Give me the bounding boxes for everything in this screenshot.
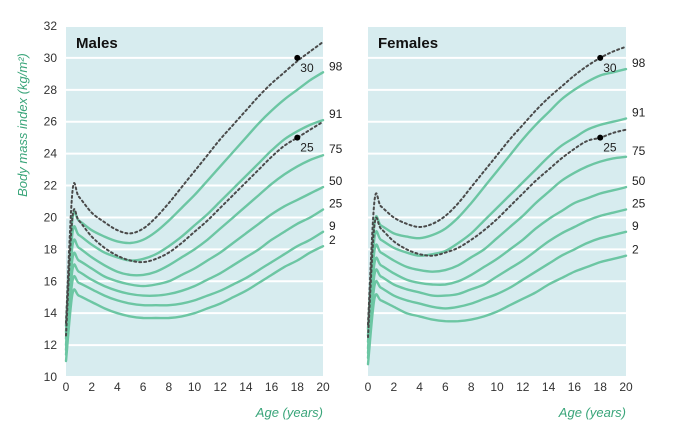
percentile-label-9: 9 [632, 219, 639, 233]
percentile-line-25 [366, 208, 628, 355]
percentile-line-9 [64, 230, 325, 356]
x-tick-label: 18 [594, 380, 608, 394]
percentile-label-25: 25 [329, 196, 343, 210]
x-tick-label: 16 [568, 380, 582, 394]
x-tick-label: 10 [188, 380, 202, 394]
y-tick-label: 20 [44, 210, 58, 224]
y-tick-label: 18 [44, 242, 58, 256]
y-axis-label: Body mass index (kg/m²) [15, 53, 30, 197]
x-tick-label: 0 [63, 380, 70, 394]
cutoff-line-25 [367, 128, 627, 339]
y-tick-label: 24 [44, 147, 58, 161]
plot-background [368, 26, 626, 377]
cutoff-label-25: 25 [603, 141, 617, 155]
cutoff-marker-25 [294, 134, 301, 141]
y-tick-label: 28 [44, 83, 58, 97]
x-tick-label: 8 [165, 380, 172, 394]
percentile-line-25 [64, 208, 325, 352]
percentile-label-50: 50 [632, 174, 646, 188]
panel-females: 0 2 4 6 8 10 12 14 16 18 20 30 25 98 91 75 50 25 9 2 Females… [365, 25, 646, 420]
x-tick-label: 16 [265, 380, 279, 394]
cutoff-line-30 [367, 45, 627, 326]
percentile-label-2: 2 [329, 233, 336, 247]
x-axis-label: Age (years) [255, 405, 323, 420]
x-tick-label: 12 [214, 380, 228, 394]
x-tick-label: 2 [390, 380, 397, 394]
percentile-label-9: 9 [329, 219, 336, 233]
x-tick-label: 4 [416, 380, 423, 394]
percentile-label-98: 98 [329, 59, 343, 73]
x-tick-label: 12 [516, 380, 530, 394]
y-tick-label: 26 [44, 115, 58, 129]
percentile-label-75: 75 [632, 144, 646, 158]
percentile-line-91 [64, 118, 325, 334]
percentile-line-91 [366, 117, 628, 337]
x-tick-label: 6 [442, 380, 449, 394]
x-tick-label: 18 [291, 380, 305, 394]
cutoff-line-25 [65, 120, 324, 337]
cutoff-label-30: 30 [603, 61, 617, 75]
x-tick-label: 20 [619, 380, 633, 394]
percentile-line-50 [366, 185, 628, 350]
x-tick-label: 14 [542, 380, 556, 394]
percentile-label-25: 25 [632, 196, 646, 210]
percentile-label-50: 50 [329, 174, 343, 188]
y-tick-label: 14 [44, 306, 58, 320]
percentile-line-9 [366, 230, 628, 360]
percentile-label-91: 91 [329, 107, 343, 121]
percentile-label-91: 91 [632, 106, 646, 120]
percentile-line-75 [64, 154, 325, 340]
y-tick-label: 22 [44, 179, 58, 193]
x-tick-label: 8 [468, 380, 475, 394]
percentile-label-2: 2 [632, 243, 639, 257]
cutoff-marker-25 [597, 134, 604, 141]
percentile-line-75 [366, 155, 628, 344]
percentile-line-2 [64, 245, 325, 363]
cutoff-line-30 [65, 41, 324, 324]
y-tick-label: 10 [44, 370, 58, 384]
percentile-line-2 [366, 254, 628, 366]
y-tick-label: 12 [44, 338, 58, 352]
panel-title: Females [378, 35, 438, 52]
x-tick-label: 14 [239, 380, 253, 394]
x-tick-label: 4 [114, 380, 121, 394]
x-tick-label: 20 [316, 380, 330, 394]
cutoff-label-25: 25 [300, 141, 314, 155]
cutoff-label-30: 30 [300, 61, 314, 75]
percentile-label-75: 75 [329, 142, 343, 156]
plot-background [66, 26, 323, 377]
percentile-line-98 [64, 71, 325, 328]
y-tick-label: 16 [44, 274, 58, 288]
y-tick-label: 32 [44, 19, 58, 33]
x-tick-label: 6 [140, 380, 147, 394]
percentile-label-98: 98 [632, 56, 646, 70]
x-tick-label: 2 [88, 380, 95, 394]
percentile-line-50 [64, 185, 325, 347]
percentile-line-98 [366, 67, 628, 331]
cutoff-marker-30 [597, 54, 604, 61]
cutoff-marker-30 [294, 54, 301, 61]
x-tick-label: 0 [365, 380, 372, 394]
x-axis-label: Age (years) [558, 405, 626, 420]
x-tick-label: 10 [490, 380, 504, 394]
panel-title: Males [76, 35, 118, 52]
y-tick-label: 30 [44, 51, 58, 65]
